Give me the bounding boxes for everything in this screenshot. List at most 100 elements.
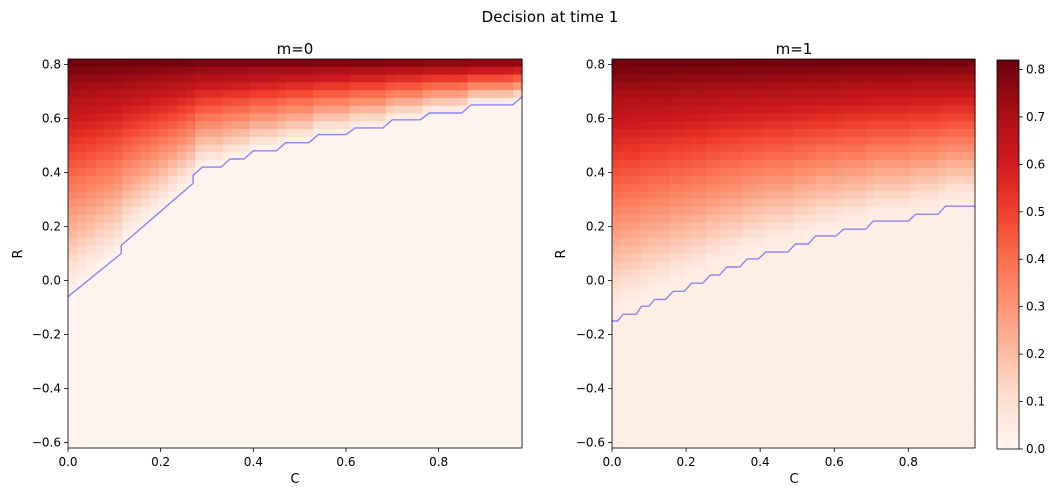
heatmap-cell <box>858 90 867 99</box>
heatmap-cell <box>786 222 795 231</box>
heatmap-cell <box>720 409 729 418</box>
heatmap-cell <box>122 292 133 301</box>
heatmap-cell <box>485 315 496 325</box>
heatmap-cell <box>476 424 487 434</box>
heatmap-cell <box>231 167 242 177</box>
heatmap-cell <box>866 362 874 371</box>
heatmap-cell <box>851 362 860 371</box>
heatmap-cell <box>422 432 432 441</box>
heatmap-cell <box>158 167 169 177</box>
heatmap-cell <box>476 121 487 130</box>
heatmap-cell <box>829 409 838 418</box>
heatmap-cell <box>149 253 160 262</box>
heatmap-cell <box>440 214 450 223</box>
heatmap-cell <box>394 424 405 434</box>
heatmap-cell <box>231 214 242 223</box>
heatmap-cell <box>699 175 707 185</box>
heatmap-cell <box>858 269 867 278</box>
heatmap-cell <box>440 377 450 387</box>
heatmap-cell <box>503 97 514 107</box>
heatmap-cell <box>222 323 233 332</box>
heatmap-cell <box>873 385 882 395</box>
heatmap-cell <box>104 152 114 161</box>
heatmap-cell <box>240 113 251 122</box>
heatmap-cell <box>267 113 278 122</box>
heatmap-cell <box>113 300 124 309</box>
heatmap-cell <box>385 432 396 441</box>
heatmap-cell <box>851 370 860 379</box>
heatmap-cell <box>866 377 874 387</box>
heatmap-cell <box>728 90 737 99</box>
heatmap-cell <box>771 199 780 208</box>
heatmap-cell <box>167 160 178 169</box>
heatmap-cell <box>916 105 925 115</box>
heatmap-cell <box>655 440 664 449</box>
heatmap-cell <box>720 253 729 262</box>
heatmap-cell <box>808 331 816 340</box>
heatmap-cell <box>844 323 853 332</box>
heatmap-cell <box>662 129 671 138</box>
heatmap-cell <box>648 323 657 332</box>
heatmap-cell <box>633 401 642 410</box>
heatmap-cell <box>449 183 460 192</box>
heatmap-cell <box>626 245 635 255</box>
heatmap-cell <box>213 393 223 402</box>
heatmap-cell <box>376 377 387 387</box>
heatmap-cell <box>851 269 860 278</box>
heatmap-cell <box>86 416 96 426</box>
heatmap-cell <box>720 183 729 192</box>
heatmap-cell <box>815 339 824 348</box>
heatmap-cell <box>158 393 169 402</box>
heatmap-cell <box>960 144 969 153</box>
heatmap-cell <box>204 160 214 169</box>
heatmap-cell <box>684 269 693 278</box>
heatmap-cell <box>322 432 332 441</box>
heatmap-cell <box>467 222 478 231</box>
heatmap-cell <box>778 300 787 309</box>
heatmap-cell <box>458 245 469 255</box>
heatmap-cell <box>512 354 523 364</box>
heatmap-cell <box>924 74 933 83</box>
heatmap-cell <box>844 269 853 278</box>
heatmap-cell <box>815 393 824 402</box>
heatmap-cell <box>626 175 635 185</box>
heatmap-cell <box>866 129 874 138</box>
heatmap-cell <box>458 432 469 441</box>
heatmap-cell <box>684 362 693 371</box>
heatmap-cell <box>691 66 700 76</box>
heatmap-cell <box>195 385 205 395</box>
heatmap-cell <box>276 97 287 107</box>
heatmap-cell <box>240 214 251 223</box>
heatmap-cell <box>467 424 478 434</box>
heatmap-cell <box>512 276 523 286</box>
heatmap-cell <box>757 284 766 293</box>
heatmap-cell <box>322 183 332 192</box>
heatmap-cell <box>431 199 441 208</box>
heatmap-cell <box>895 183 903 192</box>
heatmap-cell <box>902 346 911 356</box>
heatmap-cell <box>633 331 642 340</box>
heatmap-cell <box>822 276 831 286</box>
heatmap-cell <box>851 354 860 364</box>
heatmap-cell <box>149 214 160 223</box>
heatmap-cell <box>204 74 214 83</box>
heatmap-cell <box>706 370 715 379</box>
heatmap-cell <box>851 409 860 418</box>
heatmap-cell <box>931 214 940 223</box>
heatmap-cell <box>626 346 635 356</box>
heatmap-cell <box>295 393 305 402</box>
heatmap-cell <box>887 82 896 91</box>
heatmap-cell <box>204 82 214 91</box>
heatmap-cell <box>684 90 693 99</box>
heatmap-cell <box>684 307 693 317</box>
heatmap-cell <box>815 129 824 138</box>
heatmap-cell <box>195 331 205 340</box>
heatmap-cell <box>295 222 305 231</box>
heatmap-cell <box>376 284 387 293</box>
heatmap-cell <box>742 354 751 364</box>
heatmap-cell <box>844 346 853 356</box>
heatmap-cell <box>240 346 251 356</box>
heatmap-cell <box>960 121 969 130</box>
heatmap-cell <box>104 346 114 356</box>
heatmap-cell <box>512 424 523 434</box>
